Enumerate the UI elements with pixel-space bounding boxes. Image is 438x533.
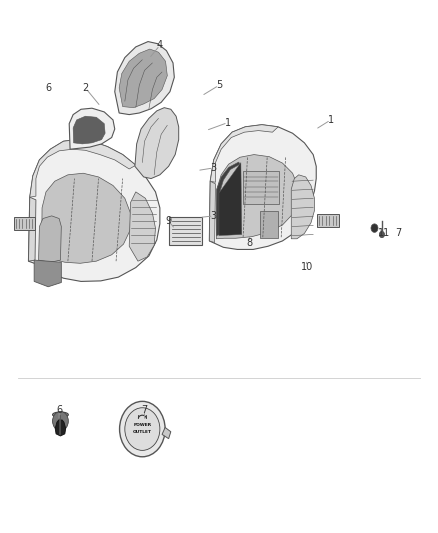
Polygon shape (30, 140, 136, 197)
Circle shape (379, 231, 385, 238)
Circle shape (371, 224, 378, 232)
Polygon shape (219, 163, 242, 236)
Polygon shape (129, 192, 155, 261)
Text: OUTLET: OUTLET (133, 430, 152, 434)
Text: 5: 5 (216, 80, 222, 90)
Text: 7: 7 (141, 406, 148, 415)
Polygon shape (73, 116, 105, 144)
FancyBboxPatch shape (260, 211, 278, 238)
FancyBboxPatch shape (317, 214, 339, 227)
Text: 4: 4 (157, 41, 163, 50)
Text: 8: 8 (247, 238, 253, 247)
FancyBboxPatch shape (14, 217, 35, 230)
Polygon shape (69, 108, 115, 149)
Text: 6: 6 (56, 406, 62, 415)
Polygon shape (28, 197, 36, 261)
Text: 3: 3 (211, 211, 217, 221)
Text: 9: 9 (166, 216, 172, 226)
FancyBboxPatch shape (169, 217, 202, 245)
Polygon shape (135, 108, 179, 179)
Text: POWER: POWER (133, 423, 152, 427)
Polygon shape (216, 155, 298, 239)
Text: 3: 3 (211, 163, 217, 173)
Circle shape (53, 411, 68, 431)
Ellipse shape (53, 412, 68, 417)
Polygon shape (39, 216, 61, 262)
Polygon shape (28, 140, 160, 281)
Text: 10: 10 (300, 262, 313, 271)
Text: 7: 7 (396, 229, 402, 238)
Text: 6: 6 (45, 83, 51, 93)
Text: 11: 11 (378, 229, 391, 238)
Text: 1: 1 (225, 118, 231, 127)
Polygon shape (119, 49, 167, 108)
Polygon shape (210, 125, 278, 182)
Polygon shape (216, 162, 240, 236)
FancyBboxPatch shape (243, 171, 279, 204)
Text: 2: 2 (82, 83, 88, 93)
Polygon shape (162, 427, 171, 439)
Polygon shape (42, 173, 131, 263)
Circle shape (120, 401, 165, 457)
Text: 1: 1 (328, 115, 334, 125)
Circle shape (125, 408, 160, 450)
Polygon shape (209, 125, 316, 249)
Polygon shape (115, 42, 174, 115)
Polygon shape (34, 260, 61, 287)
Polygon shape (209, 181, 215, 243)
Polygon shape (291, 175, 314, 239)
Polygon shape (55, 420, 66, 436)
